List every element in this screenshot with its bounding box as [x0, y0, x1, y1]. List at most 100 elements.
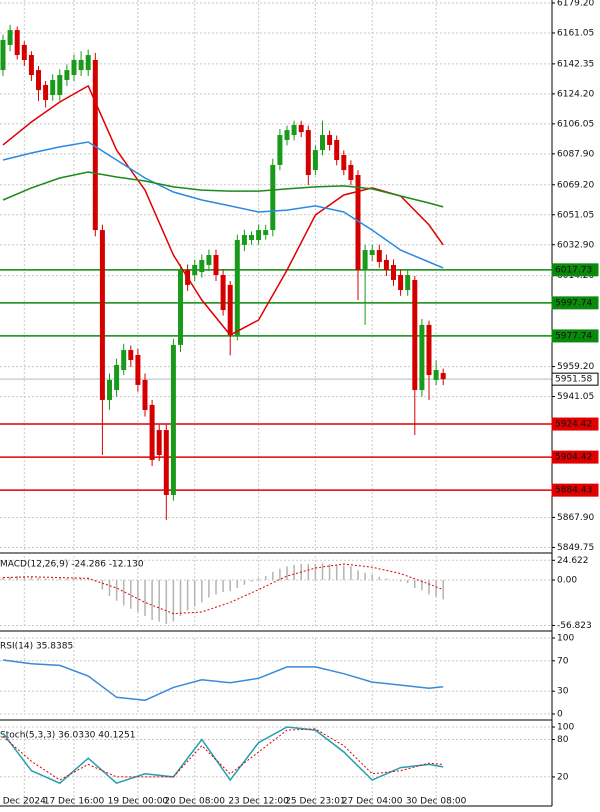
- histogram-bar: [201, 580, 203, 603]
- y-tick-label: 24.622: [557, 556, 589, 566]
- candle-body: [128, 350, 134, 360]
- candle-body: [36, 70, 41, 91]
- candle-body: [99, 230, 105, 400]
- level-label-box: [551, 483, 599, 497]
- histogram-bar: [229, 580, 231, 592]
- histogram-bar: [414, 580, 416, 588]
- candle-body: [362, 250, 368, 271]
- histogram-bar: [37, 577, 40, 580]
- candle-body: [92, 59, 98, 231]
- x-tick-label: Dec 2024: [3, 797, 46, 807]
- y-tick-label: 0: [557, 710, 563, 720]
- candle-body: [327, 135, 333, 145]
- level-label: 5904.42: [555, 453, 592, 463]
- y-tick-label: 20: [557, 772, 569, 782]
- y-tick-label: 6051.05: [557, 210, 594, 220]
- histogram-bar: [328, 564, 331, 580]
- y-tick-label: 6142.35: [557, 59, 594, 69]
- histogram-bar: [435, 580, 437, 597]
- histogram-bar: [144, 580, 146, 616]
- histogram-bar: [442, 580, 444, 600]
- histogram-bar: [30, 576, 33, 580]
- histogram-bar: [399, 580, 402, 582]
- candle-body: [305, 130, 311, 176]
- candle-body: [355, 175, 361, 271]
- candle-body: [170, 344, 176, 495]
- histogram-bar: [73, 577, 75, 580]
- histogram-bar: [272, 572, 274, 580]
- candle-body: [412, 279, 418, 391]
- candle-body: [334, 139, 340, 160]
- histogram-bar: [9, 576, 11, 580]
- signal-line: [2, 728, 444, 781]
- candle-body: [0, 39, 6, 71]
- y-tick-label: 5867.90: [557, 513, 594, 523]
- histogram-bar: [321, 563, 324, 580]
- candle-body: [312, 150, 318, 171]
- candle-body: [78, 59, 84, 71]
- x-tick-label: 19 Dec 00:00: [108, 797, 169, 807]
- candle-body: [156, 430, 162, 455]
- histogram-bar: [236, 580, 239, 588]
- histogram-bar: [243, 580, 246, 585]
- candle-body: [64, 70, 70, 80]
- candle-body: [433, 370, 439, 380]
- level-label: 5977.74: [555, 331, 592, 341]
- candle-body: [114, 364, 120, 391]
- y-tick-label: 30: [557, 687, 569, 697]
- candle-body: [192, 264, 198, 276]
- level-label: 5884.43: [555, 486, 592, 496]
- y-tick-label: 6087.90: [557, 149, 594, 159]
- candle-body: [57, 75, 63, 96]
- candle-body: [206, 255, 212, 265]
- candle-body: [383, 259, 389, 271]
- histogram-bar: [80, 577, 82, 580]
- candle-body: [234, 239, 240, 336]
- histogram-bar: [208, 580, 210, 598]
- y-tick-label: 0.00: [557, 576, 577, 586]
- candle-body: [369, 250, 375, 256]
- y-tick-label: -56.823: [557, 621, 592, 631]
- histogram-bar: [250, 580, 253, 582]
- histogram-bar: [421, 580, 423, 591]
- histogram-bar: [428, 580, 430, 595]
- histogram-bar: [350, 566, 352, 580]
- candle-body: [43, 84, 49, 100]
- candle-body: [135, 354, 141, 385]
- y-tick-label: 5849.75: [557, 543, 594, 553]
- histogram-bar: [307, 564, 310, 580]
- histogram-bar: [406, 580, 409, 584]
- histogram-bar: [392, 580, 395, 581]
- histogram-bar: [137, 580, 139, 612]
- histogram-bar: [23, 576, 26, 580]
- level-label-box: [551, 417, 599, 431]
- level-label: 5951.58: [555, 375, 592, 385]
- histogram-bar: [222, 580, 224, 592]
- candle-body: [398, 275, 404, 291]
- candle-body: [391, 264, 396, 280]
- candle-body: [277, 135, 283, 165]
- indicator-line: [2, 726, 444, 785]
- histogram-bar: [44, 578, 47, 580]
- x-tick-label: 30 Dec 08:00: [406, 797, 467, 807]
- level-label-box: [551, 263, 599, 277]
- histogram-bar: [158, 580, 160, 622]
- y-tick-label: 5959.20: [557, 362, 594, 372]
- candle-body: [178, 270, 183, 345]
- histogram-bar: [172, 580, 175, 622]
- y-tick-label: 100: [557, 723, 574, 733]
- indicator-line: [2, 171, 444, 208]
- histogram-bar: [286, 566, 288, 580]
- y-tick-label: 100: [557, 634, 574, 644]
- candle-body: [440, 373, 446, 380]
- y-tick-label: 6124.20: [557, 89, 594, 99]
- level-label-box: [551, 296, 599, 310]
- candle-body: [426, 324, 432, 375]
- candle-body: [291, 124, 297, 136]
- candle-body: [199, 259, 205, 273]
- candle-body: [107, 379, 112, 400]
- x-tick-label: 27 Dec 04:00: [342, 797, 403, 807]
- histogram-bar: [314, 564, 317, 580]
- candle-body: [7, 30, 13, 45]
